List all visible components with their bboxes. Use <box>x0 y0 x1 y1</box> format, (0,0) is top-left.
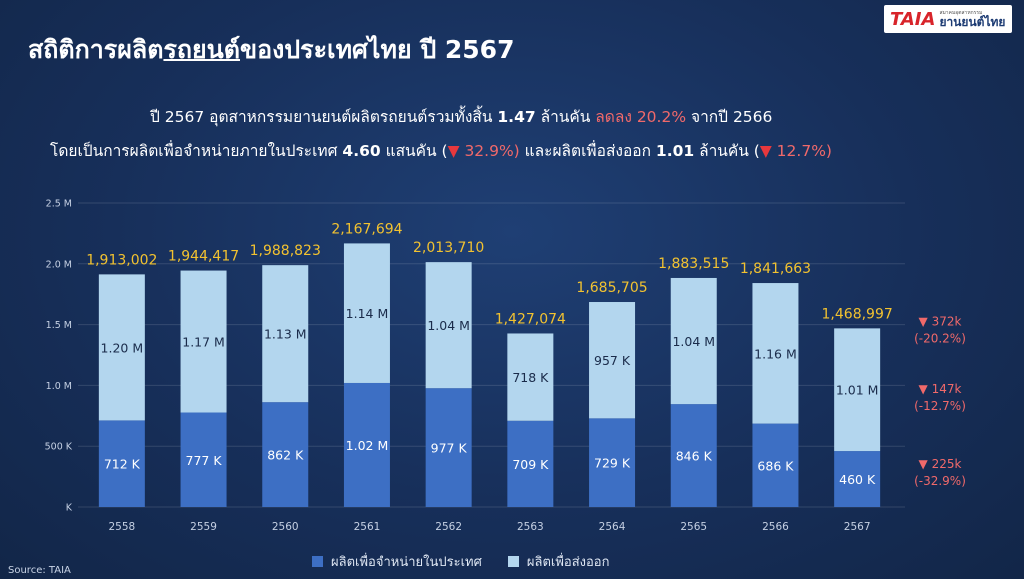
data-label-export: 1.04 M <box>427 318 470 333</box>
total-label: 1,883,515 <box>658 256 729 272</box>
y-tick-label: 2.0 M <box>46 259 72 270</box>
total-label: 1,944,417 <box>168 249 239 265</box>
data-label-domestic: 977 K <box>431 441 468 456</box>
data-label-domestic: 862 K <box>267 448 304 463</box>
x-tick-label: 2563 <box>517 521 544 533</box>
x-tick-label: 2561 <box>354 521 381 533</box>
summary-line-2: โดยเป็นการผลิตเพื่อจำหน่ายภายในประเทศ 4.… <box>50 142 832 160</box>
x-tick-label: 2558 <box>108 521 135 533</box>
bar-export <box>589 302 636 419</box>
legend-swatch-domestic <box>312 556 323 567</box>
bar-domestic <box>343 382 390 507</box>
bar-export <box>180 270 227 413</box>
x-tick-label: 2560 <box>272 521 299 533</box>
total-label: 1,841,663 <box>740 261 811 277</box>
data-label-domestic: 460 K <box>839 472 876 487</box>
data-label-domestic: 712 K <box>104 457 141 472</box>
bar-export <box>425 262 472 389</box>
data-label-domestic: 1.02 M <box>346 438 389 453</box>
legend-label-export: ผลิตเพื่อส่งออก <box>526 555 610 570</box>
bar-domestic <box>834 451 881 507</box>
logo-small-text: สมาคมอุตสาหกรรม <box>939 9 983 16</box>
total-label: 1,427,074 <box>495 311 566 327</box>
data-label-domestic: 709 K <box>512 457 549 472</box>
total-label: 2,167,694 <box>331 221 402 237</box>
delta-pct-label: (-12.7%) <box>914 399 966 413</box>
page-title: สถิติการผลิตรถยนต์ของประเทศไทย ปี 2567 <box>28 35 515 64</box>
data-label-export: 1.04 M <box>672 334 715 349</box>
bar-domestic <box>589 418 636 507</box>
legend-item-domestic: ผลิตเพื่อจำหน่ายในประเทศ <box>312 551 482 572</box>
legend-item-export: ผลิตเพื่อส่งออก <box>507 551 610 572</box>
data-label-export: 1.20 M <box>101 340 144 355</box>
total-label: 1,913,002 <box>86 252 157 268</box>
bar-export <box>834 328 881 452</box>
total-label: 2,013,710 <box>413 240 484 256</box>
y-tick-label: K <box>66 503 73 514</box>
bar-export <box>670 277 717 405</box>
total-label: 1,988,823 <box>250 243 321 259</box>
data-label-domestic: 686 K <box>757 458 794 473</box>
summary-line-1: ปี 2567 อุตสาหกรรมยานยนต์ผลิตรถยนต์รวมทั… <box>150 108 773 126</box>
bar-export <box>752 283 799 424</box>
bar-export <box>507 333 554 421</box>
down-triangle-icon: ▼ <box>447 142 460 160</box>
bar-domestic <box>670 404 717 507</box>
data-label-export: 1.01 M <box>836 383 879 398</box>
logo-big-text: ยานยนต์ไทย <box>939 14 1006 29</box>
logo-mark: TAIA <box>890 8 936 30</box>
delta-pct-label: (-20.2%) <box>914 331 966 345</box>
total-label: 1,685,705 <box>576 280 647 296</box>
data-label-export: 1.14 M <box>346 306 389 321</box>
data-label-export: 1.16 M <box>754 346 797 361</box>
bar-domestic <box>425 388 472 507</box>
total-label: 1,468,997 <box>822 306 893 322</box>
bar-domestic <box>507 420 554 507</box>
x-tick-label: 2567 <box>844 521 871 533</box>
legend-swatch-export <box>507 556 519 567</box>
legend-label-domestic: ผลิตเพื่อจำหน่ายในประเทศ <box>331 555 482 570</box>
x-tick-label: 2562 <box>435 521 462 533</box>
data-label-export: 957 K <box>594 353 631 368</box>
y-tick-label: 1.5 M <box>46 320 72 331</box>
y-tick-label: 1.0 M <box>46 381 72 392</box>
data-label-export: 1.17 M <box>182 335 225 350</box>
bar-export <box>98 274 145 421</box>
bar-domestic <box>180 412 227 507</box>
title-underlined: รถยนต์ <box>163 35 240 64</box>
delta-value-label: ▼ 372k <box>919 314 962 328</box>
delta-value-label: ▼ 225k <box>919 457 962 471</box>
x-tick-label: 2565 <box>680 521 707 533</box>
bar-domestic <box>262 402 309 507</box>
data-label-domestic: 729 K <box>594 456 631 471</box>
delta-value-label: ▼ 147k <box>919 382 962 396</box>
taia-logo: TAIA สมาคมอุตสาหกรรม ยานยนต์ไทย <box>884 5 1012 33</box>
bar-export <box>262 265 309 403</box>
bar-export <box>343 243 390 383</box>
chart-legend: ผลิตเพื่อจำหน่ายในประเทศ ผลิตเพื่อส่งออก <box>312 551 609 572</box>
bar-domestic <box>98 420 145 507</box>
source-note: Source: TAIA <box>8 565 71 576</box>
x-tick-label: 2559 <box>190 521 217 533</box>
data-label-export: 1.13 M <box>264 327 307 342</box>
down-triangle-icon: ▼ <box>759 142 772 160</box>
data-label-domestic: 777 K <box>186 453 223 468</box>
y-tick-label: 500 K <box>45 442 73 453</box>
data-label-export: 718 K <box>512 370 549 385</box>
y-tick-label: 2.5 M <box>46 199 72 210</box>
x-tick-label: 2564 <box>599 521 626 533</box>
bar-domestic <box>752 423 799 507</box>
x-tick-label: 2566 <box>762 521 789 533</box>
data-label-domestic: 846 K <box>676 449 713 464</box>
delta-pct-label: (-32.9%) <box>914 474 966 488</box>
